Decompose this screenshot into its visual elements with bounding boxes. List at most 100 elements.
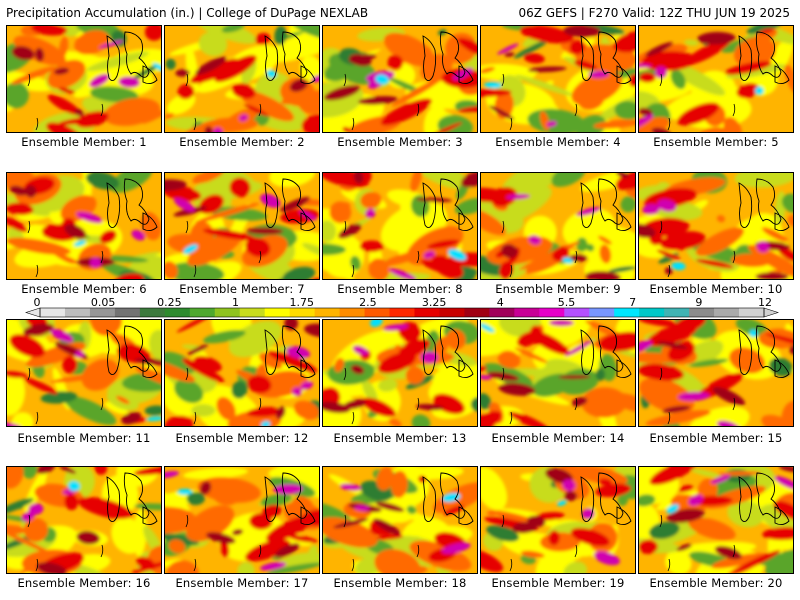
- precip-blob: [490, 187, 518, 207]
- precip-blob: [64, 493, 79, 511]
- precip-blob: [177, 84, 195, 100]
- river-line: [193, 558, 197, 572]
- colorbar-tick-label: 7: [629, 296, 636, 309]
- precip-blob: [333, 518, 369, 529]
- precip-blob: [501, 243, 518, 259]
- river-line: [732, 250, 736, 264]
- colorbar-swatch: [414, 308, 440, 317]
- ensemble-member-panel-16: [6, 466, 162, 574]
- precip-blob: [46, 122, 84, 132]
- ensemble-member-panel-10: [638, 172, 794, 280]
- precip-blob: [329, 201, 352, 224]
- colorbar-swatch: [339, 308, 366, 317]
- precip-blob: [613, 30, 635, 53]
- precip-blob: [585, 270, 621, 279]
- colorbar-tick-label: 12: [758, 296, 772, 309]
- great-lakes-outline: [264, 178, 316, 232]
- precip-blob: [787, 214, 793, 227]
- precip-blob: [666, 508, 705, 523]
- panel-caption: Ensemble Member: 9: [495, 282, 621, 296]
- precip-blob: [639, 377, 695, 414]
- precip-blob: [563, 561, 588, 573]
- precip-blob: [716, 215, 726, 223]
- precip-blob: [269, 173, 316, 188]
- precip-blob: [735, 320, 768, 337]
- precip-blob: [267, 350, 318, 373]
- precip-blob: [274, 543, 300, 558]
- panel-caption: Ensemble Member: 14: [491, 431, 625, 445]
- panel-caption: Ensemble Member: 16: [17, 576, 151, 590]
- river-line: [501, 514, 505, 528]
- precip-blob: [53, 67, 70, 75]
- precip-blob: [620, 196, 635, 213]
- precip-blob: [441, 542, 471, 554]
- river-line: [193, 264, 197, 278]
- precip-blob: [214, 54, 257, 83]
- great-lakes-outline: [106, 178, 158, 232]
- precip-blob: [191, 404, 216, 417]
- river-line: [416, 250, 420, 264]
- colorbar-tick-label: 5.5: [558, 296, 576, 309]
- river-line: [35, 117, 39, 131]
- precip-map: [7, 173, 161, 279]
- header-run-info: 06Z GEFS | F270 Valid: 12Z THU JUN 19 20…: [518, 6, 790, 20]
- precip-blob: [689, 358, 729, 367]
- precip-blob: [645, 410, 711, 426]
- precip-blob: [20, 467, 37, 479]
- precip-blob: [415, 403, 445, 411]
- precip-blob: [133, 467, 161, 476]
- precip-blob: [528, 235, 541, 245]
- ensemble-member-panel-2: [164, 25, 320, 133]
- precip-blob: [639, 117, 670, 132]
- colorbar-tick-label: 1.75: [289, 296, 314, 309]
- precip-blob: [481, 374, 492, 380]
- precip-blob: [520, 26, 574, 44]
- precip-blob: [50, 373, 109, 383]
- river-line: [185, 514, 189, 528]
- great-lakes-outline: [106, 31, 158, 85]
- precip-blob: [608, 266, 635, 273]
- precip-blob: [598, 331, 635, 352]
- colorbar-swatch: [64, 308, 91, 317]
- precip-blob: [515, 74, 574, 96]
- precip-blob: [677, 391, 710, 402]
- precip-map: [481, 320, 635, 426]
- precip-blob: [432, 366, 477, 405]
- ensemble-member-panel-17: [164, 466, 320, 574]
- precip-blob: [388, 268, 417, 279]
- precip-map: [323, 320, 477, 426]
- colorbar-swatch: [739, 308, 765, 317]
- precip-blob: [506, 193, 531, 200]
- precip-blob: [181, 358, 225, 383]
- precip-blob: [441, 68, 477, 89]
- precip-blob: [7, 202, 34, 216]
- precip-blob: [481, 393, 492, 410]
- precip-blob: [383, 32, 435, 67]
- precip-blob: [710, 474, 731, 484]
- precip-blob: [50, 328, 74, 343]
- precip-blob: [7, 81, 29, 109]
- precip-blob: [781, 400, 793, 426]
- precip-blob: [86, 51, 149, 72]
- precip-map: [639, 467, 793, 573]
- river-line: [258, 250, 262, 264]
- precip-blob: [23, 323, 54, 337]
- precip-blob: [504, 52, 515, 57]
- precip-blob: [64, 224, 87, 240]
- colorbar-swatch: [539, 308, 565, 317]
- great-lakes-outline: [106, 325, 158, 379]
- precip-blob: [571, 397, 588, 407]
- river-line: [659, 514, 663, 528]
- precip-blob: [328, 53, 377, 85]
- river-line: [343, 514, 347, 528]
- precip-blob: [152, 62, 161, 74]
- river-line: [509, 411, 513, 425]
- precip-blob: [585, 243, 595, 252]
- precip-blob: [260, 421, 271, 426]
- panel-caption: Ensemble Member: 5: [653, 135, 779, 149]
- precip-blob: [375, 534, 404, 540]
- precip-blob: [704, 411, 728, 426]
- precip-blob: [206, 532, 236, 544]
- precip-blob: [642, 203, 660, 215]
- precip-blob: [186, 492, 205, 506]
